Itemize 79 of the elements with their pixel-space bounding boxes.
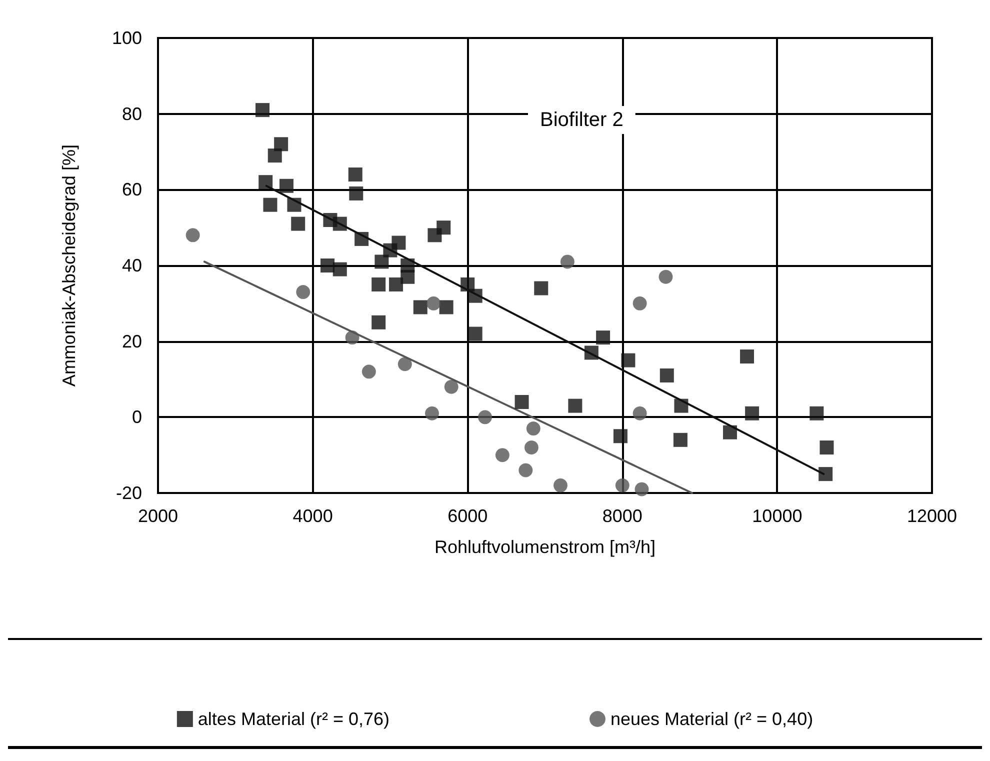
point	[255, 103, 270, 118]
point	[613, 429, 628, 444]
point	[658, 270, 673, 284]
point	[389, 277, 404, 292]
point	[568, 398, 582, 413]
point	[413, 300, 428, 314]
point	[524, 440, 538, 454]
y-tick-label: 40	[122, 256, 142, 276]
point	[615, 478, 630, 492]
point	[372, 277, 386, 292]
point	[818, 467, 833, 482]
point	[374, 254, 389, 269]
point	[560, 254, 574, 269]
point	[673, 432, 688, 447]
point	[478, 410, 492, 424]
point	[596, 330, 610, 345]
x-tick-label: 6000	[448, 506, 488, 526]
point	[268, 148, 282, 163]
point	[495, 448, 510, 462]
point	[291, 216, 306, 231]
y-tick-label: 100	[112, 28, 142, 48]
point	[372, 315, 386, 330]
point	[279, 178, 294, 193]
point	[810, 406, 824, 420]
point	[287, 198, 302, 212]
point	[263, 198, 278, 212]
x-tick-label: 4000	[292, 506, 333, 526]
point	[348, 168, 362, 182]
point	[584, 346, 598, 360]
point	[349, 186, 364, 200]
point	[514, 395, 529, 409]
y-tick-label: 0	[132, 407, 142, 428]
point	[468, 326, 482, 341]
y-tick-label: 20	[122, 331, 142, 352]
point	[660, 368, 674, 382]
point	[354, 232, 369, 246]
point	[740, 350, 754, 364]
y-axis-title: Ammoniak-Abscheidegrad [%]	[59, 144, 79, 387]
point	[426, 296, 441, 310]
x-tick-label: 10000	[752, 506, 802, 526]
point	[468, 288, 482, 303]
point	[428, 228, 442, 242]
point	[362, 364, 376, 379]
point	[439, 300, 454, 314]
point	[398, 357, 412, 372]
point	[518, 463, 533, 478]
point	[820, 440, 834, 454]
legend-label: altes Material (r² = 0,76)	[198, 709, 390, 729]
point	[722, 425, 737, 440]
point	[553, 478, 568, 492]
point	[674, 398, 688, 413]
y-tick-label: 80	[122, 104, 142, 124]
point	[534, 281, 548, 296]
point	[332, 262, 347, 276]
point	[632, 406, 647, 420]
point	[258, 175, 273, 190]
point	[632, 296, 647, 310]
point	[345, 330, 360, 345]
legend-label: neues Material (r² = 0,40)	[610, 709, 814, 729]
annotation: Biofilter 2	[540, 109, 624, 131]
y-tick-label: -20	[116, 483, 142, 503]
x-axis-title: Rohluftvolumenstrom [m³/h]	[434, 537, 656, 557]
point	[745, 406, 760, 420]
point	[320, 258, 335, 272]
point	[634, 482, 649, 496]
point	[460, 277, 475, 292]
x-tick-label: 2000	[138, 506, 178, 526]
point	[526, 422, 540, 436]
point	[444, 380, 458, 394]
point	[296, 285, 310, 300]
point	[621, 353, 636, 368]
point	[186, 228, 200, 242]
x-tick-label: 8000	[602, 506, 642, 526]
y-tick-label: 60	[122, 180, 142, 200]
point	[425, 406, 439, 420]
x-tick-label: 12000	[906, 506, 958, 526]
point	[400, 270, 415, 284]
point	[383, 243, 398, 258]
point	[332, 216, 347, 231]
